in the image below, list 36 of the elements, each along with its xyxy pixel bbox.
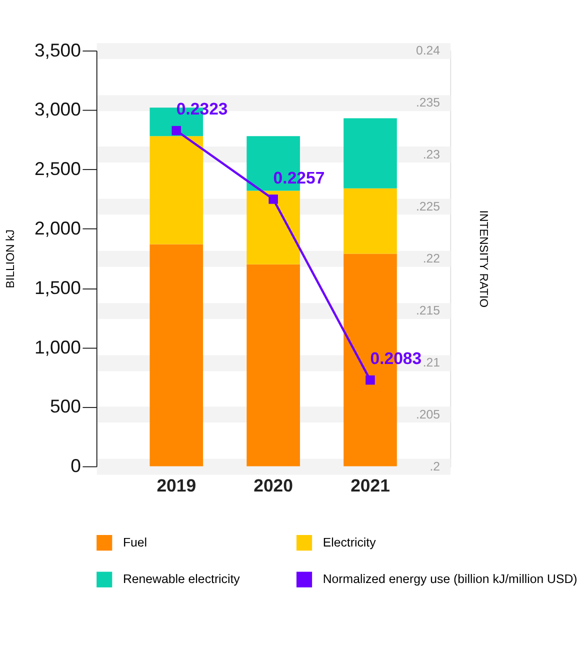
legend-label: Renewable electricity (122, 572, 241, 586)
y2-axis-title: INTENSITY RATIO (476, 210, 489, 308)
point (366, 375, 375, 385)
y2-tick-label: .225 (416, 199, 440, 214)
legend-label: Fuel (122, 535, 148, 550)
y-tick-label: 2,500 (34, 158, 81, 180)
bar (344, 118, 397, 188)
y-tick-label: 2,000 (34, 218, 81, 239)
y-tick-label: 3,500 (34, 39, 81, 60)
legend-label: Electricity (322, 535, 377, 550)
bar (150, 244, 204, 466)
y2-tick-label: .22 (422, 251, 440, 266)
y-tick-label: 500 (50, 396, 81, 417)
y-tick-label: 3,000 (34, 98, 81, 120)
y2-tick-label: .23 (422, 148, 440, 162)
y-tick-label: 1,000 (34, 336, 81, 358)
bar (246, 190, 300, 264)
x-tick-label: 2019 (156, 476, 196, 496)
y2-tick-label: .215 (416, 303, 440, 318)
y2-tick-label: .235 (416, 96, 440, 110)
y2-tick-label: 0.24 (416, 44, 440, 58)
bar (344, 188, 397, 254)
y-tick-label: 1,500 (34, 276, 81, 298)
y2-tick-label: .21 (422, 355, 440, 370)
point (268, 194, 278, 204)
y-tick-label: 0 (70, 455, 81, 476)
bar (150, 136, 204, 244)
x-tick-label: 2021 (350, 476, 390, 496)
x-tick-label: 2020 (254, 476, 294, 496)
y2-tick-label: .205 (416, 407, 440, 422)
bar (246, 264, 300, 466)
point (172, 126, 182, 136)
y2-tick-label: .2 (430, 459, 440, 474)
legend-label: Normalized energy use (billion kJ/million USD) (322, 572, 578, 586)
data-label: 0.2323 (176, 100, 228, 119)
y-axis-title: BILLION kJ (5, 230, 18, 288)
